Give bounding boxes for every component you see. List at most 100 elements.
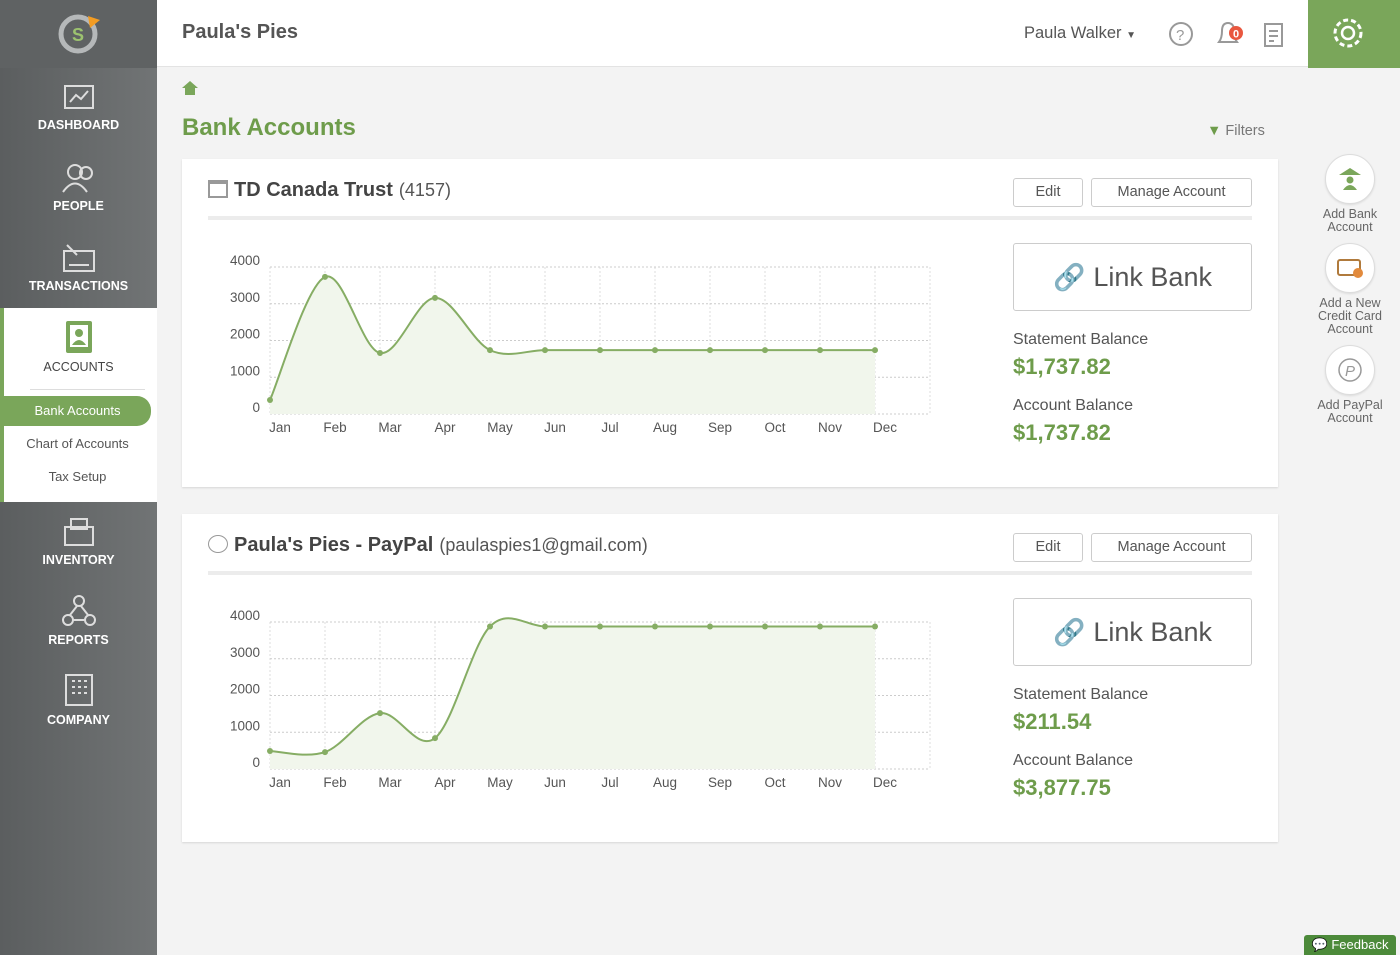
documents-icon[interactable] — [1262, 20, 1288, 50]
nav-label: INVENTORY — [42, 553, 115, 567]
point — [707, 623, 713, 630]
link-bank-button[interactable]: 🔗 Link Bank — [1013, 598, 1252, 666]
x-tick-label: Nov — [818, 775, 842, 790]
y-tick-label: 2000 — [230, 682, 260, 697]
point — [652, 347, 658, 354]
edit-button[interactable]: Edit — [1013, 178, 1083, 207]
point — [817, 347, 823, 354]
page-title: Bank Accounts — [182, 114, 356, 141]
point — [432, 735, 438, 742]
account-detail: (4157) — [398, 180, 451, 200]
account-name: TD Canada Trust — [234, 179, 393, 201]
point — [542, 623, 548, 630]
x-tick-label: Jul — [601, 420, 618, 435]
area — [270, 276, 875, 414]
notifications-icon[interactable]: 0 — [1213, 18, 1249, 50]
svg-text:S: S — [72, 25, 84, 45]
manage-account-button[interactable]: Manage Account — [1091, 178, 1252, 207]
add-paypal-account[interactable]: P Add PayPal Account — [1310, 345, 1390, 425]
point — [652, 623, 658, 630]
x-tick-label: Mar — [378, 420, 402, 435]
x-tick-label: Apr — [434, 420, 456, 435]
paypal-icon — [208, 535, 228, 553]
account-detail: (paulaspies1@gmail.com) — [439, 535, 648, 555]
point — [872, 347, 878, 354]
point — [597, 623, 603, 630]
account-header: TD Canada Trust (4157) — [208, 179, 451, 202]
point — [322, 749, 328, 756]
point — [322, 273, 328, 280]
nav-inventory[interactable]: INVENTORY — [0, 517, 157, 567]
point — [597, 347, 603, 354]
bank-icon — [208, 180, 228, 198]
nav-people[interactable]: PEOPLE — [0, 163, 157, 213]
nav-label: REPORTS — [48, 633, 109, 647]
add-credit-card[interactable]: Add a New Credit Card Account — [1309, 243, 1391, 336]
nav-reports[interactable]: REPORTS — [0, 595, 157, 647]
sidebar: S DASHBOARD PEOPLE TRANSACTIONS ACCOUNTS… — [0, 0, 157, 955]
filters-button[interactable]: ▼ Filters — [1207, 123, 1265, 139]
nav-company[interactable]: COMPANY — [0, 673, 157, 727]
logo-icon: S — [58, 14, 100, 54]
x-tick-label: Feb — [323, 775, 346, 790]
filters-label: Filters — [1225, 123, 1265, 139]
logo[interactable]: S — [0, 0, 157, 68]
nav-transactions[interactable]: TRANSACTIONS — [0, 243, 157, 293]
x-tick-label: Apr — [434, 775, 456, 790]
statement-label: Statement Balance — [1013, 331, 1149, 348]
active-indicator — [0, 308, 4, 502]
x-tick-label: Oct — [764, 420, 785, 435]
statement-balance: $1,737.82 — [1013, 354, 1111, 379]
separator — [208, 216, 1252, 220]
notification-count: 0 — [1233, 29, 1239, 41]
nav-label: COMPANY — [47, 713, 110, 727]
company-name: Paula's Pies — [182, 21, 298, 43]
home-icon[interactable] — [181, 80, 199, 96]
account-card: TD Canada Trust (4157) Edit Manage Account 🔗… — [182, 159, 1278, 487]
user-menu[interactable]: Paula Walker ▼ — [1024, 24, 1137, 42]
edit-button[interactable]: Edit — [1013, 533, 1083, 562]
subnav-chart-of-accounts[interactable]: Chart of Accounts — [26, 436, 129, 451]
header: Paula's Pies Paula Walker ▼ ? 0 — [157, 0, 1400, 67]
feedback-label: Feedback — [1331, 937, 1389, 952]
y-tick-label: 4000 — [230, 253, 260, 268]
point — [432, 294, 438, 301]
link-label: Link Bank — [1093, 262, 1212, 292]
action-label: Add a New Credit Card Account — [1318, 296, 1382, 336]
x-tick-label: Nov — [818, 420, 842, 435]
area — [270, 618, 875, 769]
x-tick-label: Jan — [269, 420, 291, 435]
link-bank-button[interactable]: 🔗 Link Bank — [1013, 243, 1252, 311]
point — [762, 347, 768, 354]
y-tick-label: 1000 — [230, 718, 260, 733]
feedback-button[interactable]: 💬 Feedback — [1304, 935, 1396, 955]
statement-balance: $211.54 — [1013, 709, 1092, 734]
x-tick-label: May — [487, 420, 513, 435]
y-tick-label: 4000 — [230, 608, 260, 623]
add-bank-account[interactable]: Add Bank Account — [1310, 154, 1390, 234]
link-icon: 🔗 — [1053, 617, 1086, 647]
help-icon[interactable]: ? — [1167, 20, 1195, 48]
y-tick-label: 3000 — [230, 290, 260, 305]
point — [872, 623, 878, 630]
x-tick-label: Jan — [269, 775, 291, 790]
nav-accounts[interactable]: ACCOUNTS — [0, 320, 157, 374]
settings-button[interactable] — [1308, 0, 1400, 68]
x-tick-label: Sep — [708, 420, 732, 435]
statement-label: Statement Balance — [1013, 686, 1149, 703]
subnav-tax-setup[interactable]: Tax Setup — [48, 469, 107, 484]
chart: 0 1000 2000 3000 4000 Jan Feb Mar Apr May Jun Jul Au… — [230, 253, 931, 435]
nav-dashboard[interactable]: DASHBOARD — [0, 84, 157, 132]
account-balance: $3,877.75 — [1013, 775, 1111, 800]
nav-label: TRANSACTIONS — [28, 279, 129, 293]
nav-label: ACCOUNTS — [43, 360, 114, 374]
point — [707, 347, 713, 354]
account-balance-label: Account Balance — [1013, 752, 1134, 769]
manage-account-button[interactable]: Manage Account — [1091, 533, 1252, 562]
subnav-bank-accounts[interactable]: Bank Accounts — [4, 396, 151, 426]
point — [487, 623, 493, 630]
nav-label: DASHBOARD — [37, 118, 120, 132]
action-label: Add PayPal Account — [1317, 398, 1383, 425]
x-tick-label: Aug — [653, 775, 677, 790]
